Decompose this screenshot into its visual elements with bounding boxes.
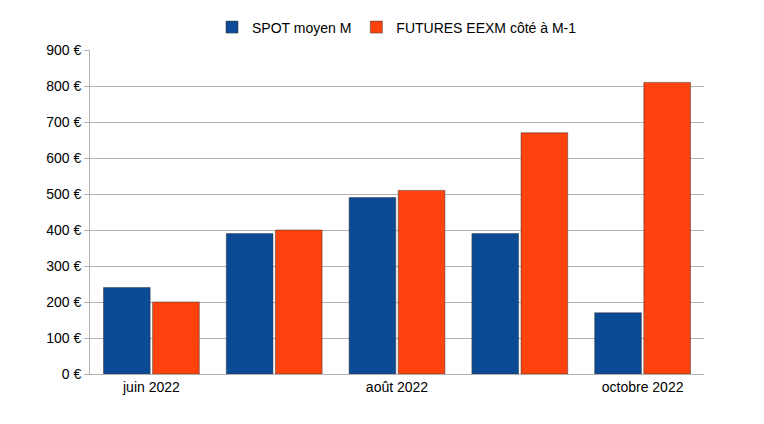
svg-text:FUTURES EEXM côté à M-1: FUTURES EEXM côté à M-1	[396, 20, 576, 36]
svg-text:août 2022: août 2022	[366, 379, 428, 395]
svg-text:700 €: 700 €	[46, 114, 81, 130]
svg-text:octobre 2022: octobre 2022	[602, 379, 684, 395]
svg-text:600 €: 600 €	[46, 150, 81, 166]
svg-text:500 €: 500 €	[46, 186, 81, 202]
svg-text:0 €: 0 €	[62, 366, 82, 382]
svg-text:400 €: 400 €	[46, 222, 81, 238]
svg-text:300 €: 300 €	[46, 258, 81, 274]
svg-text:100 €: 100 €	[46, 330, 81, 346]
svg-text:SPOT moyen M: SPOT moyen M	[252, 20, 351, 36]
svg-text:juin 2022: juin 2022	[122, 379, 180, 395]
svg-text:900 €: 900 €	[46, 42, 81, 58]
svg-text:200 €: 200 €	[46, 294, 81, 310]
svg-text:800 €: 800 €	[46, 78, 81, 94]
